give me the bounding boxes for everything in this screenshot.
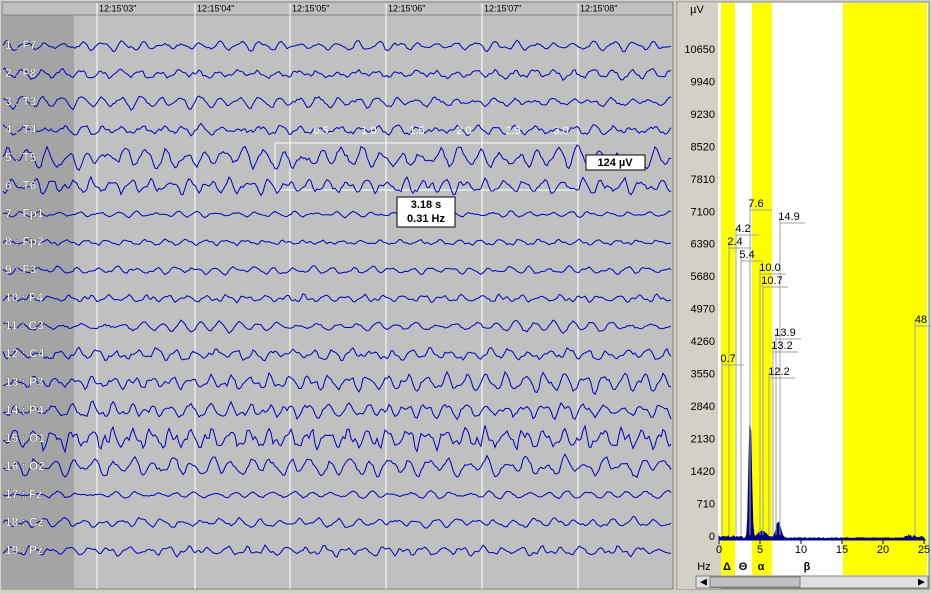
y-tick-label: 7810: [691, 174, 715, 186]
scale-label: 0.5: [313, 125, 328, 137]
time-label: 12:15'07": [484, 3, 521, 13]
channel-label: 18 : Cz: [5, 515, 44, 529]
duration: 3.18 s: [411, 199, 442, 211]
channel-label: 14 : P4: [5, 403, 44, 417]
y-tick-label: 7100: [691, 206, 715, 218]
channel-label: 9 : F3: [5, 263, 37, 277]
scale-label: 3.0: [553, 125, 568, 137]
x-tick-label: 5: [757, 544, 763, 556]
time-label: 12:15'04": [197, 3, 234, 13]
channel-label: 6 : T6: [5, 178, 37, 192]
y-tick-label: 3550: [691, 369, 715, 381]
peak-label: 0.7: [720, 353, 735, 365]
scroll-right[interactable]: ▶: [918, 576, 925, 586]
y-tick-label: 0: [709, 531, 715, 543]
y-unit: µV: [690, 4, 704, 16]
band-label: α: [758, 561, 765, 573]
frequency: 0.31 Hz: [407, 213, 445, 225]
x-tick-label: 20: [877, 544, 889, 556]
scroll-thumb[interactable]: [710, 577, 800, 587]
peak-label: 2.4: [727, 236, 742, 248]
amplitude: 124 µV: [597, 157, 633, 169]
channel-label: 12 : C4: [5, 347, 45, 361]
x-tick-label: 15: [836, 544, 848, 556]
peak-label: 12.2: [768, 366, 789, 378]
y-tick-label: 710: [697, 498, 715, 510]
y-tick-label: 10650: [684, 44, 715, 56]
scale-label: 2.0: [456, 125, 471, 137]
channel-label: 5 : T5: [5, 150, 37, 164]
peak-label: 10.0: [759, 262, 780, 274]
y-tick-label: 8520: [691, 141, 715, 153]
delta-band: [721, 3, 735, 575]
x-tick-label: 0: [716, 544, 722, 556]
scale-label: 2.5: [505, 125, 520, 137]
peak-label: 14.9: [778, 211, 799, 223]
channel-label: 13 : P3: [5, 375, 44, 389]
channel-label: 15 : O1: [5, 431, 45, 445]
channel-label: 2 : F8: [5, 66, 37, 80]
channel-label: 11 : C3: [5, 319, 44, 333]
eeg-panel: [2, 2, 673, 589]
peak-label: 10.7: [761, 275, 782, 287]
scale-label: 1.5: [409, 125, 424, 137]
band-label: Θ: [739, 561, 748, 573]
time-label: 12:15'05": [292, 3, 329, 13]
channel-label: 4 : T4: [5, 122, 37, 136]
band-label: β: [804, 561, 811, 573]
peak-label: 13.9: [774, 327, 795, 339]
y-tick-label: 6390: [691, 239, 715, 251]
y-tick-label: 2840: [691, 401, 715, 413]
peak-label: 13.2: [771, 340, 792, 352]
x-tick-label: 25: [918, 544, 930, 556]
x-unit: Hz: [697, 561, 710, 573]
y-tick-label: 9940: [691, 76, 715, 88]
band-label: Δ: [723, 561, 731, 573]
y-tick-label: 4970: [691, 304, 715, 316]
y-tick-label: 1420: [691, 466, 715, 478]
channel-label: 1 : F7: [5, 38, 37, 52]
scroll-left[interactable]: ◀: [700, 576, 707, 586]
channel-label: 7 : Fp1: [5, 206, 44, 220]
peak-label: 4.2: [735, 223, 750, 235]
channel-label: 10 : F4: [5, 291, 43, 305]
time-label: 12:15'08": [580, 3, 617, 13]
channel-label: 3 : T3: [5, 94, 37, 108]
time-label: 12:15'03": [99, 3, 136, 13]
scale-label: 1.0: [361, 125, 376, 137]
peak-label: 5.4: [739, 249, 754, 261]
y-tick-label: 2130: [691, 434, 715, 446]
x-tick-label: 10: [795, 544, 807, 556]
peak-label: 7.6: [748, 198, 763, 210]
y-tick-label: 9230: [691, 109, 715, 121]
peak-label: 48: [915, 314, 927, 326]
channel-label: 16 : O2: [5, 459, 45, 473]
y-tick-label: 4260: [691, 336, 715, 348]
y-tick-label: 5680: [691, 271, 715, 283]
channel-label: 8 : Fp2: [5, 235, 44, 249]
channel-label: 17 : Fz: [5, 487, 42, 501]
channel-label: 19 : Pz: [5, 543, 43, 557]
time-label: 12:15'06": [388, 3, 425, 13]
beta-band: [843, 3, 927, 575]
